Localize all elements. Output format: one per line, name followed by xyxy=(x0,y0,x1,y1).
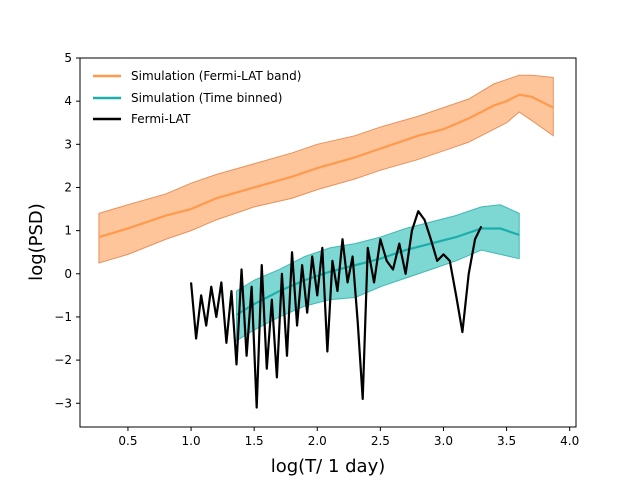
x-axis-ticks: 0.5 1.0 1.5 2.0 2.5 3.0 3.5 4.0 xyxy=(118,427,579,448)
x-tick-label: 1.0 xyxy=(182,434,201,448)
y-tick-label: 2 xyxy=(64,180,72,194)
y-tick-label: 0 xyxy=(64,267,72,281)
x-tick-label: 3.0 xyxy=(434,434,453,448)
series-lines xyxy=(98,93,554,409)
y-axis-label: log(PSD) xyxy=(26,203,47,281)
x-tick-label: 3.5 xyxy=(497,434,516,448)
legend-label-fermi-lat: Fermi-LAT xyxy=(131,112,191,126)
x-tick-label: 0.5 xyxy=(118,434,137,448)
y-tick-label: 4 xyxy=(64,94,72,108)
band-series-0 xyxy=(98,74,554,264)
y-axis-ticks: −3 −2 −1 0 1 2 3 4 5 xyxy=(54,51,80,410)
x-tick-label: 2.0 xyxy=(308,434,327,448)
y-tick-label: 3 xyxy=(64,137,72,151)
x-tick-label: 2.5 xyxy=(371,434,390,448)
line-series-0 xyxy=(98,93,554,239)
legend: Simulation (Fermi-LAT band) Simulation (… xyxy=(93,69,301,126)
y-tick-label: 1 xyxy=(64,224,72,238)
x-tick-label: 4.0 xyxy=(560,434,579,448)
plot-frame xyxy=(79,57,577,428)
y-tick-label: 5 xyxy=(64,51,72,65)
y-tick-label: −2 xyxy=(54,353,72,367)
y-tick-label: −1 xyxy=(54,310,72,324)
y-tick-label: −3 xyxy=(54,396,72,410)
legend-label-fermi-band: Simulation (Fermi-LAT band) xyxy=(131,69,301,83)
legend-label-time-binned: Simulation (Time binned) xyxy=(131,91,282,105)
x-tick-label: 1.5 xyxy=(245,434,264,448)
line-series-2 xyxy=(189,210,483,409)
x-axis-label: log(T/ 1 day) xyxy=(271,456,386,477)
